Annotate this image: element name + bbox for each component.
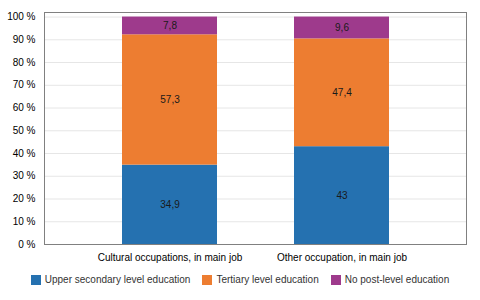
html-text:No post-level education: No post-level education <box>344 274 450 285</box>
svg-text:Cultural occupations, in main: Cultural occupations, in main job <box>98 252 243 263</box>
svg-text:30 %: 30 % <box>13 170 36 181</box>
svg-text:70 %: 70 % <box>13 79 36 90</box>
svg-text:9,6: 9,6 <box>335 22 349 33</box>
svg-text:7,8: 7,8 <box>163 20 177 31</box>
svg-text:47,4: 47,4 <box>332 87 352 98</box>
svg-text:90 %: 90 % <box>13 34 36 45</box>
svg-text:10 %: 10 % <box>13 216 36 227</box>
svg-text:20 %: 20 % <box>13 193 36 204</box>
svg-text:80 %: 80 % <box>13 57 36 68</box>
svg-text:40 %: 40 % <box>13 148 36 159</box>
html-text:Upper secondary level educatio: Upper secondary level education <box>44 274 191 285</box>
html-text:Tertiary level education: Tertiary level education <box>216 274 319 285</box>
svg-text:57,3: 57,3 <box>160 94 180 105</box>
svg-text:Other occupation, in main job: Other occupation, in main job <box>277 252 408 263</box>
svg-text:50 %: 50 % <box>13 125 36 136</box>
svg-text:43: 43 <box>336 190 348 201</box>
svg-text:60 %: 60 % <box>13 102 36 113</box>
svg-text:34,9: 34,9 <box>160 199 180 210</box>
svg-text:0 %: 0 % <box>18 239 35 250</box>
svg-text:100 %: 100 % <box>7 11 35 22</box>
